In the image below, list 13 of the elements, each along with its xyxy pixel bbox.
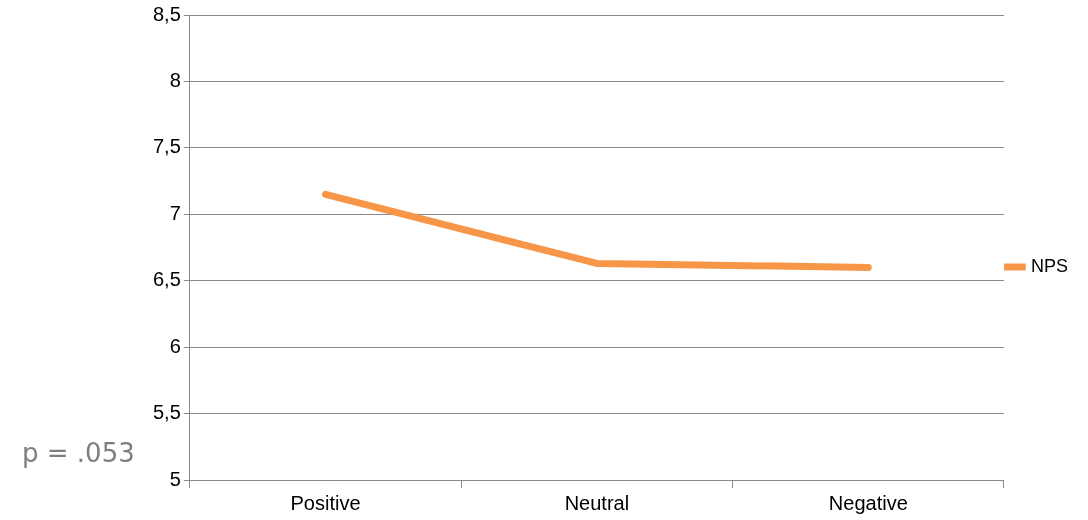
y-tick-label: 6,5: [152, 268, 181, 291]
y-tick-label: 8,5: [152, 2, 181, 25]
y-tick-label: 8: [169, 68, 181, 91]
y-tick-label: 5,5: [152, 401, 181, 424]
x-tick-label: Neutral: [564, 491, 630, 514]
y-tick-label: 6: [169, 334, 181, 357]
x-tick-label: Negative: [828, 491, 908, 514]
y-tick-label: 5: [169, 467, 181, 490]
y-tick-label: 7,5: [152, 135, 181, 158]
text: p = .053: [22, 438, 135, 468]
y-tick-label: 7: [169, 201, 181, 224]
legend-label: NPS: [1030, 255, 1068, 276]
x-tick-label: Positive: [290, 491, 361, 514]
